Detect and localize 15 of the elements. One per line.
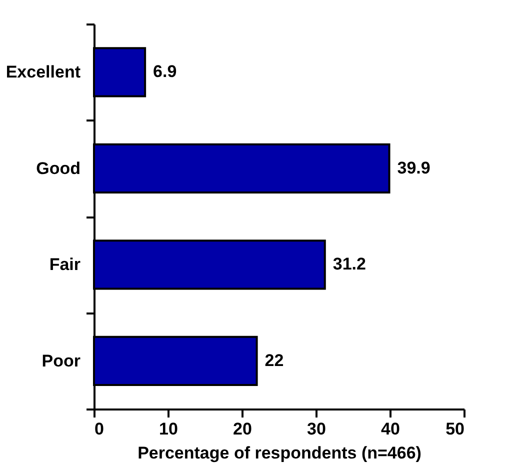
- x-tick-label: 50: [446, 420, 464, 438]
- data-label: 22: [264, 350, 284, 370]
- data-label: 6.9: [153, 62, 177, 82]
- x-tick-label: 10: [159, 420, 178, 438]
- x-tick-label: 0: [94, 420, 104, 438]
- data-label: 39.9: [397, 158, 430, 178]
- y-tick-label: Fair: [49, 255, 81, 274]
- y-tick-label: Excellent: [6, 62, 81, 82]
- x-tick-label: 20: [233, 420, 252, 438]
- data-label: 31.2: [332, 254, 366, 274]
- x-axis-title: Percentage of respondents (n=466): [138, 444, 422, 462]
- x-tick-label: 30: [307, 420, 326, 438]
- y-tick-label: Poor: [42, 351, 81, 370]
- x-tick-label: 40: [381, 420, 400, 438]
- y-tick-label: Good: [36, 158, 80, 178]
